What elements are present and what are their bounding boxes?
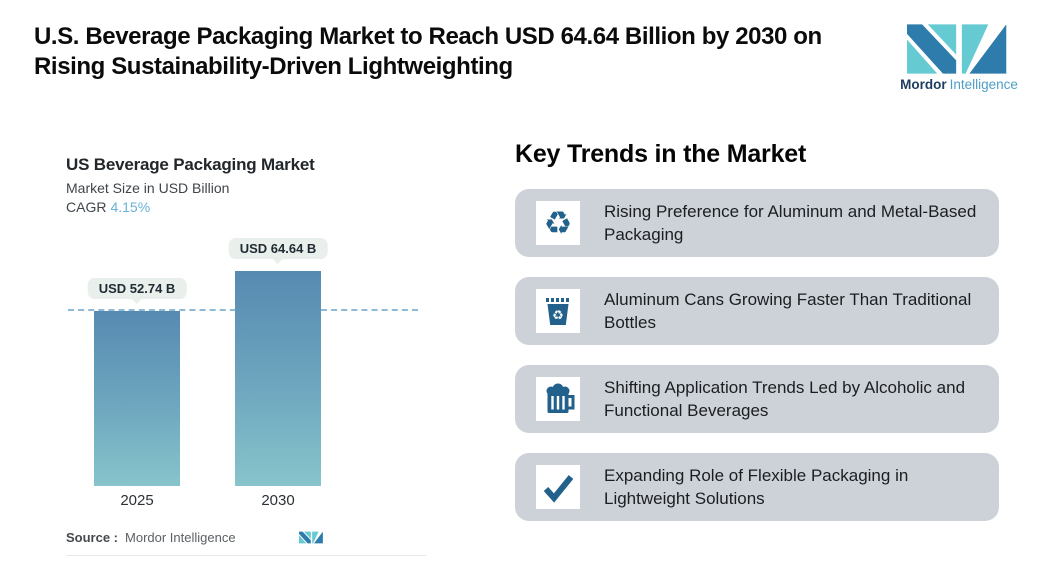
recycle-bin-icon: ♻ bbox=[546, 298, 570, 325]
source-value: Mordor Intelligence bbox=[125, 530, 236, 545]
trend-text: Aluminum Cans Growing Faster Than Tradit… bbox=[604, 290, 972, 332]
bar-chart: USD 52.74 B USD 64.64 B bbox=[66, 238, 418, 486]
brand-name-light: Intelligence bbox=[949, 77, 1018, 92]
trend-card-application-trends: Shifting Application Trends Led by Alcoh… bbox=[515, 365, 999, 433]
icon-box: ♻ bbox=[536, 201, 580, 245]
source-logo-icon bbox=[299, 531, 323, 544]
bar-2030-value-label: USD 64.64 B bbox=[228, 238, 328, 259]
chart-title: US Beverage Packaging Market bbox=[66, 155, 315, 174]
mordor-intelligence-logo-icon bbox=[907, 24, 1007, 74]
bar-2030 bbox=[235, 271, 321, 486]
source-label: Source : bbox=[66, 530, 119, 545]
icon-box bbox=[536, 465, 580, 509]
panel-divider bbox=[66, 555, 426, 556]
svg-text:♻: ♻ bbox=[552, 309, 564, 324]
beer-mug-icon bbox=[546, 383, 575, 413]
cagr-label: CAGR bbox=[66, 199, 107, 215]
checkmark-icon bbox=[543, 475, 574, 503]
recycle-arrows-icon: ♻ bbox=[543, 205, 573, 241]
brand-name: Mordor Intelligence bbox=[900, 77, 1018, 92]
x-axis-labels: 2025 2030 bbox=[66, 492, 354, 516]
chart-cagr: CAGR 4.15% bbox=[66, 199, 428, 215]
cagr-value: 4.15% bbox=[110, 199, 151, 215]
icon-box bbox=[536, 377, 580, 421]
trends-heading: Key Trends in the Market bbox=[515, 140, 807, 168]
bar-2025 bbox=[94, 311, 180, 486]
trend-card-aluminum-preference: ♻ Rising Preference for Aluminum and Met… bbox=[515, 189, 999, 257]
icon-box: ♻ bbox=[536, 289, 580, 333]
x-tick-2025: 2025 bbox=[120, 492, 154, 509]
trend-text: Shifting Application Trends Led by Alcoh… bbox=[604, 378, 966, 420]
header: U.S. Beverage Packaging Market to Reach … bbox=[0, 0, 1042, 110]
trend-card-aluminum-cans: ♻ Aluminum Cans Growing Faster Than Trad… bbox=[515, 277, 999, 345]
page-title: U.S. Beverage Packaging Market to Reach … bbox=[34, 23, 822, 80]
chart-panel: US Beverage Packaging Market Market Size… bbox=[66, 155, 428, 556]
x-tick-2030: 2030 bbox=[261, 492, 295, 509]
trend-card-flexible-packaging: Expanding Role of Flexible Packaging in … bbox=[515, 453, 999, 521]
trend-text: Expanding Role of Flexible Packaging in … bbox=[604, 466, 909, 508]
brand-name-bold: Mordor bbox=[900, 77, 947, 92]
trends-panel: Key Trends in the Market ♻ Rising Prefer… bbox=[515, 140, 999, 521]
brand-logo: Mordor Intelligence bbox=[900, 24, 1018, 92]
chart-subtitle: Market Size in USD Billion bbox=[66, 180, 230, 196]
bar-2025-value-label: USD 52.74 B bbox=[87, 278, 187, 299]
source-row: Source : Mordor Intelligence bbox=[66, 530, 324, 545]
trend-text: Rising Preference for Aluminum and Metal… bbox=[604, 202, 977, 244]
